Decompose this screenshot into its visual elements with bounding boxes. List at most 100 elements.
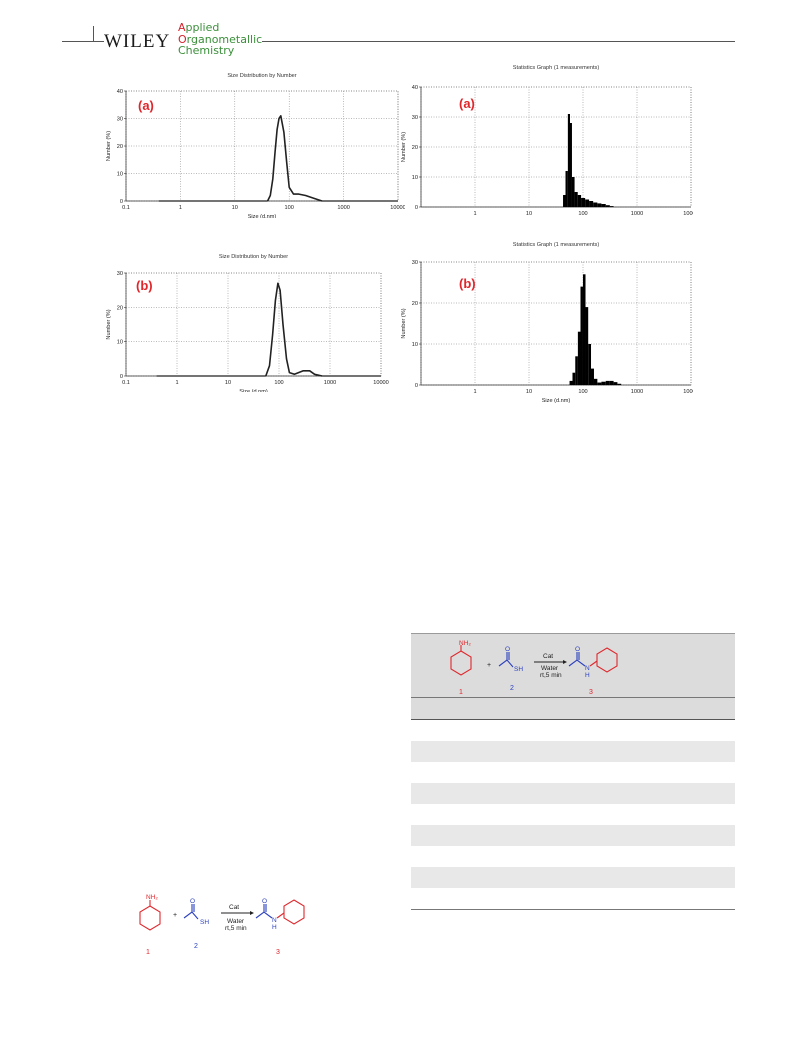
data-point	[269, 365, 270, 367]
histogram-bar	[575, 356, 578, 385]
histogram-bar	[593, 202, 598, 207]
histogram-bar	[577, 331, 581, 385]
amide-h-label: H	[272, 924, 277, 931]
amide-h-label: H	[585, 672, 590, 679]
histogram-bar	[601, 381, 606, 385]
data-point	[272, 178, 274, 180]
x-tick-label: 100	[578, 389, 587, 395]
compound-3-label: 3	[276, 949, 280, 956]
arrow-head	[563, 660, 567, 664]
plus-sign: +	[173, 912, 177, 919]
histogram-bar	[609, 380, 614, 385]
reaction-scheme-body: NH₂ 1 + O SH 2 Cat Water rt,5 min O N H …	[136, 890, 336, 965]
size-distribution-chart-a: Size Distribution by Number 0 10 20 30 40 0.1 1…	[100, 68, 405, 218]
y-tick-label: 40	[117, 89, 123, 95]
x-axis-label: Size (d.nm)	[542, 398, 571, 404]
data-point	[269, 195, 271, 196]
x-tick-label: 10	[526, 211, 532, 217]
histogram-bar	[572, 372, 576, 385]
table-row	[411, 846, 735, 867]
thioacid-chain	[498, 659, 514, 668]
table-row	[411, 825, 735, 846]
compound-2-label: 2	[510, 685, 514, 692]
x-tick-label: 0.1	[122, 205, 130, 211]
data-point	[314, 198, 316, 200]
reaction-scheme-svg-2: NH₂ 1 + O SH 2 Cat Water rt,5 min O N H …	[139, 894, 305, 956]
journal-line2-rest: rganometallic	[186, 32, 263, 46]
table-row	[411, 762, 735, 783]
data-point	[321, 200, 323, 202]
y-tick-label: 0	[120, 199, 123, 205]
aniline-ring	[139, 905, 161, 931]
amide-n-bond	[276, 912, 285, 919]
header-rule-right	[262, 41, 735, 42]
histogram-bar	[597, 203, 602, 207]
data-point	[314, 373, 316, 375]
y-tick-label: 10	[117, 340, 123, 346]
data-point	[309, 370, 311, 372]
data-point	[265, 375, 267, 377]
table-row	[411, 804, 735, 825]
panel-label: (b)	[459, 276, 476, 291]
data-point	[305, 195, 306, 196]
histogram-bar	[563, 195, 566, 207]
data-point	[280, 115, 282, 117]
reaction-scheme-svg: NH₂ 1 + O SH 2 Cat Water rt,5 min	[450, 640, 618, 696]
amide-oxygen-label: O	[262, 898, 267, 905]
histogram-bar	[588, 344, 592, 385]
plus-sign: +	[487, 662, 491, 669]
histogram-bar	[617, 383, 622, 385]
y-tick-label: 30	[412, 115, 418, 121]
data-point	[288, 186, 290, 188]
table-bottom-rule	[411, 909, 735, 910]
thiol-label: SH	[514, 666, 523, 673]
reaction-scheme-header: NH₂ 1 + O SH 2 Cat Water rt,5 min	[447, 638, 667, 701]
y-tick-label: 0	[120, 374, 123, 380]
y-axis-label: Number (%)	[401, 308, 407, 338]
histogram-bar	[597, 382, 602, 385]
statistics-graph-a: Statistics Graph (1 measurements) 0 10 20 30…	[393, 58, 693, 220]
data-point	[267, 200, 268, 202]
chart-svg: Statistics Graph (1 measurements) 0 10 20 30…	[401, 242, 693, 404]
y-tick-label: 40	[412, 85, 418, 91]
amine-label: NH₂	[459, 640, 471, 647]
x-tick-label: 1	[175, 380, 178, 386]
histogram-bar	[580, 286, 583, 385]
histogram-bar	[585, 199, 590, 207]
histogram-bar	[593, 378, 598, 385]
x-tick-label: 1	[473, 389, 476, 395]
data-point	[286, 358, 287, 360]
compound-1-label: 1	[146, 949, 150, 956]
compound-1-label: 1	[459, 689, 463, 696]
amide-n-label: N	[272, 917, 277, 924]
panel-label: (a)	[459, 96, 475, 111]
product-ring	[596, 647, 618, 673]
publisher-logo: WILEY	[104, 31, 171, 52]
catalyst-label: Cat	[229, 904, 239, 911]
catalyst-label: Cat	[543, 653, 553, 660]
x-tick-label: 1000	[324, 380, 336, 386]
arrow-head	[250, 911, 254, 915]
y-axis-label: Number (%)	[401, 132, 407, 162]
data-point	[275, 300, 276, 301]
histogram-bar	[591, 368, 594, 385]
aniline-ring	[450, 650, 472, 676]
histogram-bar	[565, 171, 568, 207]
y-tick-label: 30	[117, 271, 123, 277]
x-tick-label: 100	[578, 211, 587, 217]
x-tick-label: 10	[225, 380, 231, 386]
histogram-bar	[569, 123, 572, 207]
y-tick-label: 30	[412, 260, 418, 266]
amine-label: NH₂	[146, 894, 158, 901]
journal-line3: Chemistry	[178, 44, 235, 57]
histogram-bar	[605, 205, 610, 207]
solvent-label: Water	[541, 665, 559, 672]
histogram-bar	[613, 382, 618, 385]
histogram-bar	[571, 177, 575, 207]
histogram-bar	[581, 198, 586, 207]
histogram-bar	[582, 274, 586, 385]
table-row	[411, 720, 735, 741]
conditions-label: rt,5 min	[225, 925, 247, 932]
amide-n-bond	[589, 660, 598, 667]
table-row	[411, 888, 735, 909]
